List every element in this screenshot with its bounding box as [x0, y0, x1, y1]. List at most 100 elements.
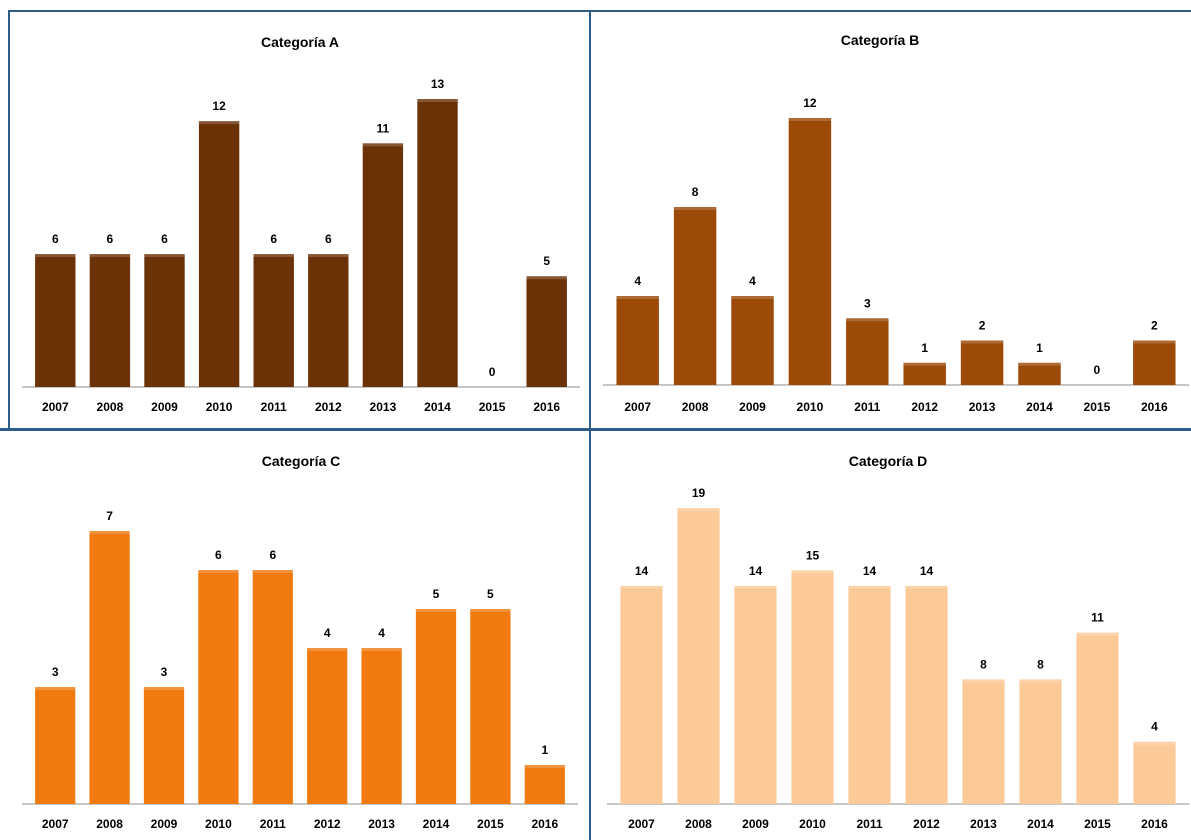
- data-label-2015: 5: [487, 587, 494, 601]
- tick-label-2011: 2011: [854, 400, 880, 414]
- bar-2016: [524, 765, 565, 804]
- chart-title: Categoría B: [841, 32, 920, 48]
- bar-2010: [198, 121, 240, 388]
- tick-label-2013: 2013: [970, 817, 997, 831]
- tick-label-2016: 2016: [1141, 817, 1168, 831]
- divider-horizontal-left: [0, 428, 591, 431]
- bar-highlight: [470, 609, 511, 612]
- data-label-2016: 1: [541, 743, 548, 757]
- tick-label-2016: 2016: [531, 817, 558, 831]
- tick-label-2007: 2007: [42, 817, 69, 831]
- bar-highlight: [1076, 632, 1119, 636]
- bar-highlight: [253, 254, 294, 258]
- bar-2013: [960, 340, 1004, 385]
- data-label-2011: 3: [864, 296, 871, 310]
- bar-highlight: [1018, 362, 1061, 366]
- data-label-2009: 3: [161, 665, 168, 679]
- chart-panel-b: Categoría B 4 2007 8 2008 4 2009 12 2010 3 2011 1 20…: [591, 12, 1191, 428]
- bar-highlight: [620, 585, 663, 589]
- bar-highlight: [143, 687, 185, 690]
- tick-label-2014: 2014: [1026, 400, 1053, 414]
- tick-label-2007: 2007: [624, 400, 651, 414]
- data-label-2014: 13: [431, 77, 445, 91]
- bar-2008: [89, 254, 131, 387]
- chart-title: Categoría C: [262, 453, 341, 469]
- tick-label-2009: 2009: [151, 400, 178, 414]
- bar-highlight: [524, 765, 565, 768]
- bar-highlight: [1019, 679, 1062, 683]
- bar-2009: [731, 296, 774, 385]
- data-label-2015: 11: [1091, 611, 1104, 625]
- bar-2011: [848, 585, 891, 804]
- tick-label-2009: 2009: [739, 400, 766, 414]
- bar-highlight: [198, 570, 239, 573]
- data-label-2016: 4: [1151, 720, 1158, 734]
- data-label-2016: 2: [1151, 319, 1158, 333]
- bar-2007: [35, 687, 76, 804]
- data-label-2013: 2: [979, 319, 986, 333]
- bar-2009: [734, 585, 777, 804]
- chart-panel-d: Categoría D 14 2007 19 2008 14 2009 15 2010 14 201…: [591, 431, 1191, 840]
- tick-label-2012: 2012: [315, 400, 342, 414]
- bar-highlight: [848, 585, 891, 589]
- bar-2013: [361, 648, 402, 804]
- bar-2010: [788, 118, 832, 385]
- bar-2016: [526, 276, 567, 387]
- bar-highlight: [673, 207, 717, 210]
- data-label-2010: 12: [803, 96, 817, 110]
- tick-label-2012: 2012: [913, 817, 940, 831]
- chart-title: Categoría A: [261, 34, 339, 50]
- tick-label-2012: 2012: [911, 400, 938, 414]
- bar-highlight: [362, 143, 404, 147]
- tick-label-2011: 2011: [261, 400, 287, 414]
- tick-label-2015: 2015: [477, 817, 504, 831]
- border-top-left: [8, 10, 591, 12]
- bar-2016: [1133, 340, 1176, 385]
- bar-2014: [1019, 679, 1062, 804]
- tick-label-2011: 2011: [856, 817, 882, 831]
- data-label-2013: 4: [378, 626, 385, 640]
- bar-highlight: [791, 570, 834, 574]
- data-label-2008: 7: [106, 509, 113, 523]
- tick-label-2008: 2008: [97, 400, 124, 414]
- bar-2013: [962, 679, 1005, 804]
- chart-d: Categoría D 14 2007 19 2008 14 2009 15 2010 14 201…: [607, 453, 1189, 831]
- bar-highlight: [1133, 741, 1176, 745]
- divider-horizontal-right: [589, 428, 1191, 431]
- bar-highlight: [307, 648, 348, 651]
- tick-label-2015: 2015: [479, 400, 506, 414]
- data-label-2014: 5: [433, 587, 440, 601]
- data-label-2012: 6: [325, 232, 332, 246]
- data-label-2008: 8: [692, 185, 699, 199]
- bar-highlight: [415, 609, 457, 612]
- bar-highlight: [89, 531, 130, 534]
- tick-label-2010: 2010: [799, 817, 826, 831]
- chart-a: Categoría A 6 2007 6 2008 6 2009 12 2010 6 2011 6 20…: [22, 34, 580, 414]
- bar-2014: [417, 99, 458, 387]
- bar-highlight: [361, 648, 402, 651]
- data-label-2009: 14: [749, 564, 763, 578]
- bar-highlight: [734, 585, 777, 589]
- data-label-2007: 14: [635, 564, 649, 578]
- bar-highlight: [308, 254, 349, 258]
- data-label-2008: 6: [107, 232, 114, 246]
- bar-2011: [252, 570, 293, 804]
- chart-c: Categoría C 3 2007 7 2008 3 2009 6 2010 6 2011 4 201…: [22, 453, 578, 831]
- data-label-2010: 12: [212, 99, 226, 113]
- tick-label-2007: 2007: [42, 400, 69, 414]
- data-label-2013: 8: [980, 657, 987, 671]
- bar-2014: [1018, 362, 1061, 385]
- tick-label-2014: 2014: [1027, 817, 1054, 831]
- data-label-2013: 11: [377, 121, 390, 135]
- tick-label-2007: 2007: [628, 817, 655, 831]
- bar-highlight: [677, 508, 720, 511]
- tick-label-2016: 2016: [1141, 400, 1168, 414]
- data-label-2011: 6: [269, 548, 276, 562]
- data-label-2009: 4: [749, 274, 756, 288]
- bar-2010: [791, 570, 834, 804]
- bar-2008: [677, 508, 720, 804]
- data-label-2010: 15: [806, 548, 820, 562]
- data-label-2016: 5: [543, 254, 550, 268]
- bar-2012: [903, 362, 946, 385]
- bar-2007: [620, 585, 663, 804]
